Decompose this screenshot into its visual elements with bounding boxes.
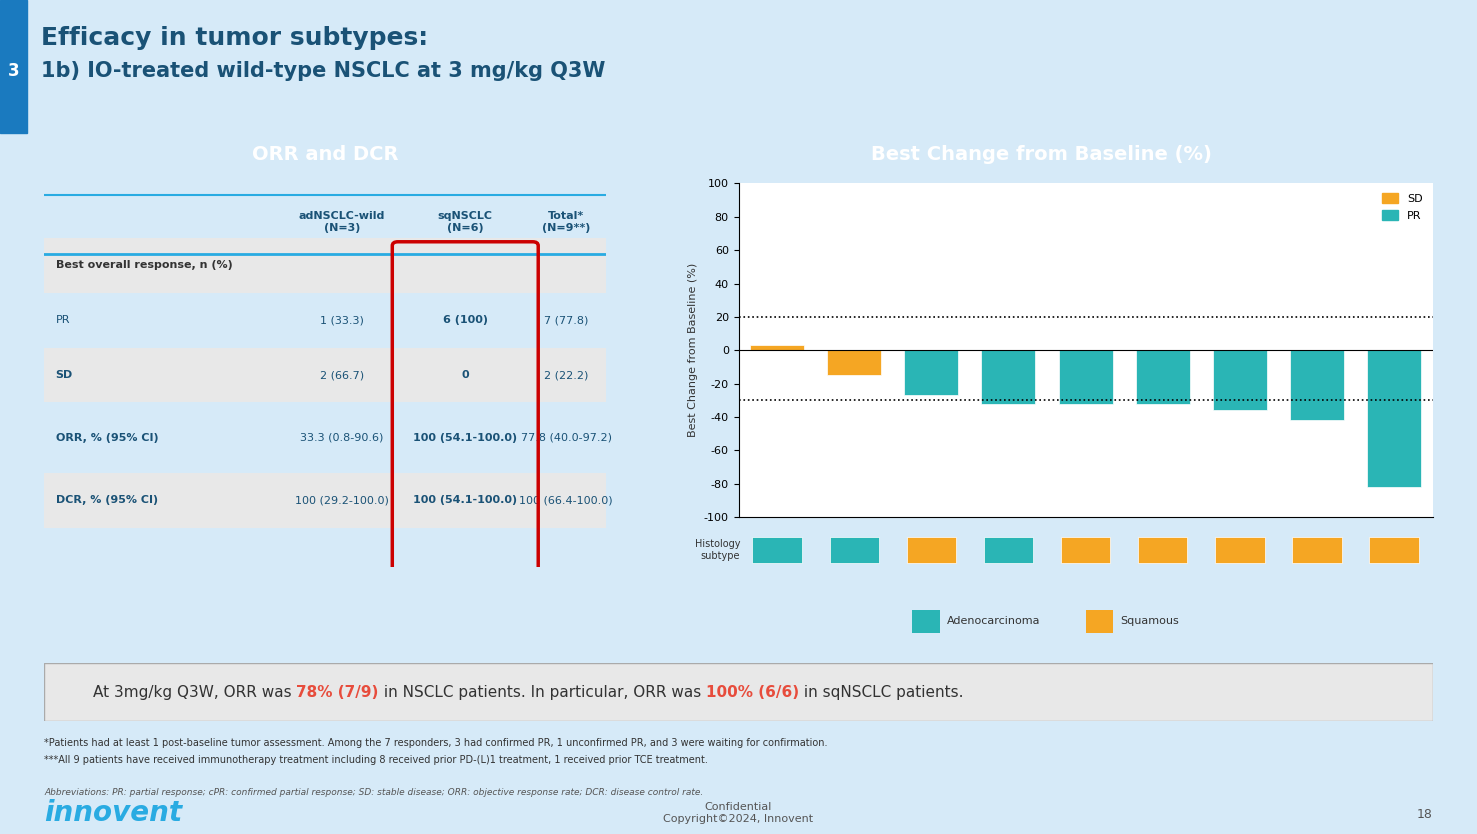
Bar bbox=[984, 537, 1032, 564]
Bar bbox=[44, 238, 606, 293]
Text: 2 (22.2): 2 (22.2) bbox=[544, 370, 588, 380]
Bar bbox=[1213, 350, 1267, 410]
Text: 100 (54.1-100.0): 100 (54.1-100.0) bbox=[414, 495, 517, 505]
Text: *Patients had at least 1 post-baseline tumor assessment. Among the 7 responders,: *Patients had at least 1 post-baseline t… bbox=[44, 738, 827, 748]
Text: 1b) IO-treated wild-type NSCLC at 3 mg/kg Q3W: 1b) IO-treated wild-type NSCLC at 3 mg/k… bbox=[41, 61, 606, 81]
Text: innovent: innovent bbox=[44, 799, 183, 827]
Bar bbox=[904, 350, 959, 395]
Text: sqNSCLC
(N=6): sqNSCLC (N=6) bbox=[437, 211, 493, 233]
Text: Total*
(N=9**): Total* (N=9**) bbox=[542, 211, 591, 233]
Text: ORR and DCR: ORR and DCR bbox=[251, 145, 399, 163]
Text: Histology
subtype: Histology subtype bbox=[694, 539, 740, 560]
Text: 0: 0 bbox=[461, 370, 470, 380]
Bar bbox=[981, 350, 1035, 404]
Y-axis label: Best Change from Baseline (%): Best Change from Baseline (%) bbox=[688, 264, 699, 437]
Text: Abbreviations: PR: partial response; cPR: confirmed partial response; SD: stable: Abbreviations: PR: partial response; cPR… bbox=[44, 788, 703, 797]
Bar bbox=[1368, 350, 1421, 487]
Bar bbox=[0, 0, 27, 133]
Text: At 3mg/kg Q3W, ORR was: At 3mg/kg Q3W, ORR was bbox=[93, 685, 297, 700]
Text: Best Change from Baseline (%): Best Change from Baseline (%) bbox=[871, 145, 1211, 163]
Text: ***All 9 patients have received immunotherapy treatment including 8 received pri: ***All 9 patients have received immunoth… bbox=[44, 755, 707, 765]
Text: Confidential
Copyright©2024, Innovent: Confidential Copyright©2024, Innovent bbox=[663, 802, 814, 824]
Bar bbox=[1139, 537, 1188, 564]
Bar bbox=[44, 348, 606, 403]
Text: Squamous: Squamous bbox=[1121, 616, 1179, 626]
Text: DCR, % (95% CI): DCR, % (95% CI) bbox=[56, 495, 158, 505]
Text: 2 (66.7): 2 (66.7) bbox=[319, 370, 363, 380]
Text: Best overall response, n (%): Best overall response, n (%) bbox=[56, 260, 232, 270]
Text: adNSCLC-wild
(N=3): adNSCLC-wild (N=3) bbox=[298, 211, 385, 233]
Bar bbox=[1136, 350, 1190, 404]
Bar bbox=[1216, 537, 1264, 564]
Bar bbox=[1369, 537, 1419, 564]
Bar bbox=[750, 345, 803, 350]
Text: 77.8 (40.0-97.2): 77.8 (40.0-97.2) bbox=[521, 433, 611, 443]
Text: 18: 18 bbox=[1416, 808, 1433, 821]
Bar bbox=[1292, 537, 1341, 564]
Legend: SD, PR: SD, PR bbox=[1377, 189, 1427, 225]
Text: 100 (66.4-100.0): 100 (66.4-100.0) bbox=[520, 495, 613, 505]
Text: ORR, % (95% CI): ORR, % (95% CI) bbox=[56, 433, 158, 443]
Text: in sqNSCLC patients.: in sqNSCLC patients. bbox=[799, 685, 963, 700]
Bar bbox=[827, 350, 882, 375]
Bar bbox=[1086, 610, 1114, 633]
Bar bbox=[752, 537, 802, 564]
Text: 33.3 (0.8-90.6): 33.3 (0.8-90.6) bbox=[300, 433, 384, 443]
Text: PR: PR bbox=[56, 315, 69, 325]
Bar bbox=[830, 537, 879, 564]
Bar bbox=[911, 610, 939, 633]
Bar bbox=[1060, 537, 1111, 564]
Bar bbox=[907, 537, 956, 564]
Text: 3: 3 bbox=[7, 62, 19, 80]
Text: 78% (7/9): 78% (7/9) bbox=[297, 685, 378, 700]
Text: 7 (77.8): 7 (77.8) bbox=[544, 315, 588, 325]
Text: 6 (100): 6 (100) bbox=[443, 315, 487, 325]
Text: Efficacy in tumor subtypes:: Efficacy in tumor subtypes: bbox=[41, 26, 428, 49]
Text: Adenocarcinoma: Adenocarcinoma bbox=[947, 616, 1040, 626]
Text: 100% (6/6): 100% (6/6) bbox=[706, 685, 799, 700]
Bar bbox=[1289, 350, 1344, 420]
Text: 1 (33.3): 1 (33.3) bbox=[321, 315, 363, 325]
Text: 100 (29.2-100.0): 100 (29.2-100.0) bbox=[295, 495, 388, 505]
Bar bbox=[44, 473, 606, 528]
Text: in NSCLC patients. In particular, ORR was: in NSCLC patients. In particular, ORR wa… bbox=[378, 685, 706, 700]
Bar bbox=[1059, 350, 1112, 404]
Text: SD: SD bbox=[56, 370, 72, 380]
Text: 100 (54.1-100.0): 100 (54.1-100.0) bbox=[414, 433, 517, 443]
